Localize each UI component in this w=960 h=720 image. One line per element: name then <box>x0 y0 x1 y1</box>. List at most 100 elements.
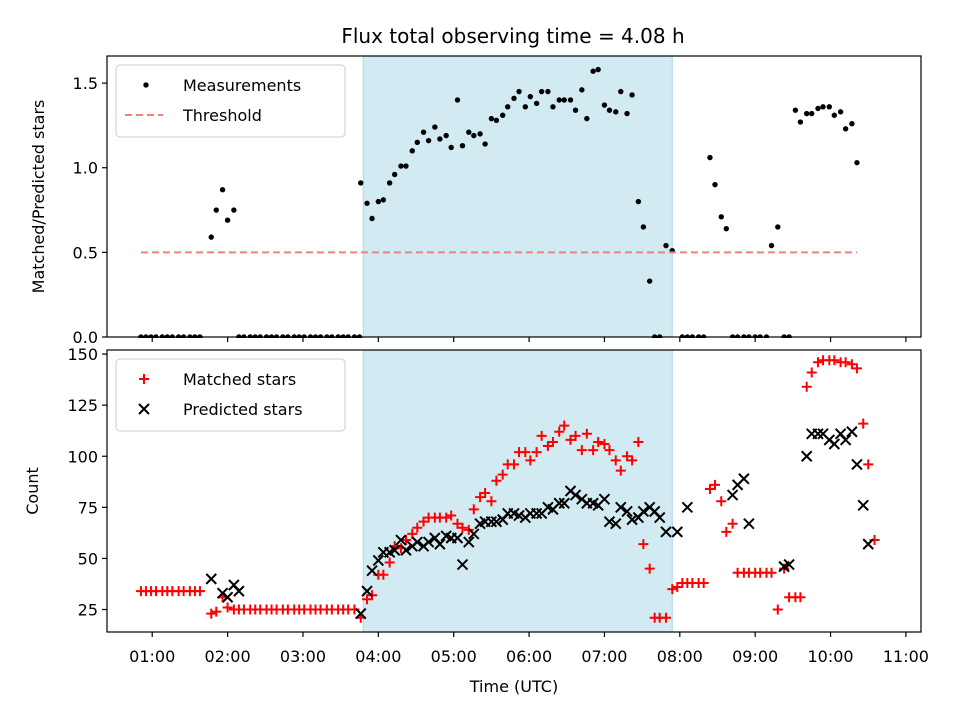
x-tick-label: 07:00 <box>581 647 627 666</box>
measurement-point <box>488 115 495 122</box>
predicted-star-point <box>468 528 480 540</box>
measurement-point <box>595 66 601 73</box>
predicted-star-point <box>812 428 824 440</box>
predicted-star-point <box>846 426 858 438</box>
measurement-point <box>792 107 799 113</box>
plot-frame <box>106 55 922 338</box>
matched-star-point <box>795 592 806 603</box>
matched-star-point <box>457 522 468 533</box>
matched-star-point <box>644 563 655 574</box>
matched-star-point <box>542 441 553 452</box>
measurement-point <box>567 97 574 103</box>
matched-star-point <box>412 522 423 533</box>
measurement-point <box>663 242 669 249</box>
measurement-point <box>826 104 832 110</box>
predicted-star-point <box>372 554 385 567</box>
measurement-point <box>448 144 454 151</box>
matched-star-point <box>206 608 217 619</box>
predicted-star-point <box>857 499 869 512</box>
measurement-point <box>511 95 517 102</box>
matched-star-point <box>766 567 777 578</box>
measurement-point <box>375 198 382 205</box>
legend-swatch-x <box>138 403 150 415</box>
predicted-star-point <box>221 591 234 603</box>
measurement-point <box>391 171 398 178</box>
legend-box <box>115 358 346 432</box>
matched-star-point <box>565 434 576 445</box>
predicted-star-point <box>726 489 739 501</box>
predicted-star-point <box>513 509 525 522</box>
measurement-point <box>820 104 826 110</box>
predicted-star-point <box>660 526 672 538</box>
matched-star-point <box>660 612 671 623</box>
x-tick-label: 08:00 <box>657 647 703 666</box>
y-tick-label: 75 <box>78 498 98 517</box>
y-tick-label: 0.5 <box>73 243 98 262</box>
predicted-star-point <box>569 489 582 501</box>
legend-swatch-dot <box>143 82 149 88</box>
predicted-star-point <box>839 434 852 446</box>
predicted-star-point <box>395 534 407 546</box>
measurement-point <box>471 132 477 139</box>
measurement-point <box>712 181 718 188</box>
measurement-point <box>723 225 729 232</box>
predicted-star-point <box>800 450 813 462</box>
matched-star-point <box>610 455 621 466</box>
measurement-point <box>797 119 804 125</box>
predicted-star-point <box>388 544 401 556</box>
predicted-star-point <box>205 573 217 585</box>
observing-window-shade <box>362 55 673 338</box>
measurement-point <box>815 105 821 112</box>
measurement-point <box>590 68 596 74</box>
matched-star-point <box>772 604 783 615</box>
observing-window-shade <box>362 349 673 633</box>
measurement-point <box>854 159 860 166</box>
predicted-star-point <box>530 507 543 520</box>
y-tick-label: 50 <box>78 549 98 568</box>
matched-star-point <box>593 436 604 447</box>
matched-star-point <box>468 504 479 515</box>
measurement-point <box>831 112 838 118</box>
y-tick-label: 150 <box>67 345 98 364</box>
y-tick-label: 1.0 <box>73 159 98 178</box>
measurement-point <box>775 224 781 230</box>
matched-star-point <box>858 418 869 429</box>
predicted-star-point <box>738 473 750 485</box>
predicted-star-point <box>621 505 633 518</box>
measurement-point <box>482 141 488 147</box>
series-matched-stars <box>135 355 880 623</box>
matched-star-point <box>638 539 649 550</box>
legend-label: Matched stars <box>183 370 296 389</box>
measurement-point <box>624 110 630 117</box>
measurement-point <box>629 92 635 98</box>
predicted-star-point <box>366 564 378 577</box>
measurement-point <box>768 242 775 249</box>
x-tick-label: 01:00 <box>129 647 175 666</box>
measurement-point <box>579 87 585 93</box>
measurement-point <box>635 198 642 205</box>
predicted-star-point <box>828 438 841 450</box>
matched-star-point <box>211 606 222 617</box>
measurement-point <box>443 132 449 139</box>
measurement-point <box>231 207 237 213</box>
measurement-point <box>561 97 567 103</box>
legend-swatch-plus <box>139 374 149 384</box>
measurement-point <box>409 148 415 154</box>
predicted-star-point <box>783 558 795 571</box>
predicted-star-point <box>862 538 874 550</box>
matched-star-point <box>531 447 542 458</box>
predicted-star-point <box>603 515 616 528</box>
figure-title: Flux total observing time = 4.08 h <box>341 24 684 48</box>
predicted-star-point <box>434 538 446 550</box>
measurement-point <box>425 137 432 144</box>
matched-star-point <box>509 459 519 470</box>
measurement-point <box>809 110 815 117</box>
predicted-star-point <box>626 513 638 526</box>
predicted-star-point <box>610 517 622 530</box>
predicted-star-point <box>558 497 570 509</box>
measurement-point <box>386 180 393 186</box>
measurement-point <box>466 129 472 135</box>
measurement-point <box>527 93 534 100</box>
x-tick-label: 09:00 <box>732 647 778 666</box>
matched-star-point <box>525 455 536 466</box>
